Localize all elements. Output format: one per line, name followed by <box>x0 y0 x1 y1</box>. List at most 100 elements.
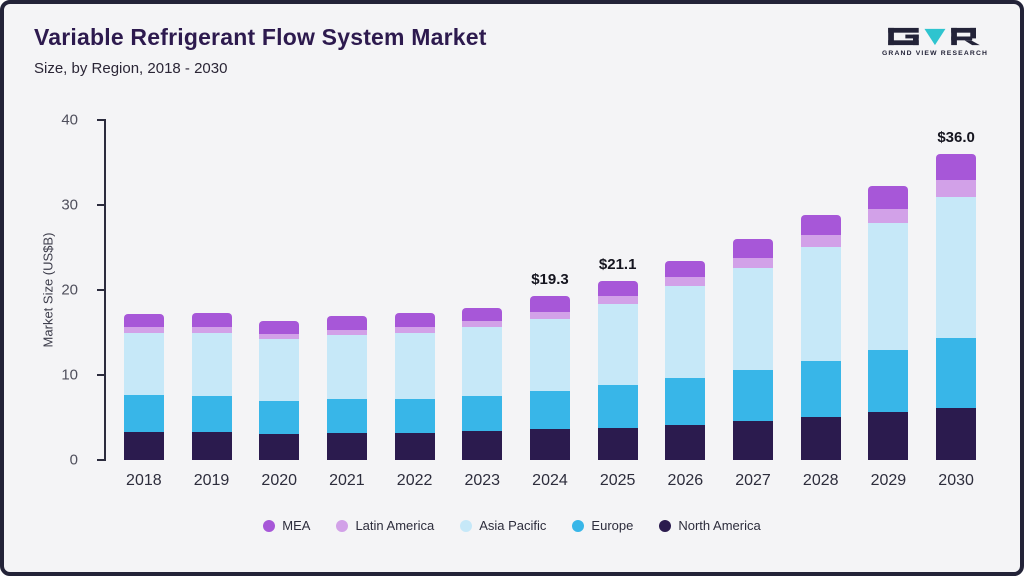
segment-latin-america <box>529 312 570 319</box>
segment-latin-america <box>326 329 367 336</box>
segment-latin-america <box>394 326 435 333</box>
segment-mea <box>259 320 300 335</box>
x-axis-label: 2028 <box>802 472 839 489</box>
segment-north-america <box>733 420 774 460</box>
segment-europe <box>800 360 841 417</box>
segment-mea <box>462 307 503 322</box>
segment-mea <box>394 312 435 327</box>
segment-north-america <box>597 427 638 460</box>
y-tick-mark <box>97 459 106 461</box>
bar-column-2029: 2029 <box>855 120 923 489</box>
legend-item-asia-pacific: Asia Pacific <box>460 518 546 533</box>
legend-label: MEA <box>282 518 311 533</box>
segment-asia-pacific <box>529 318 570 392</box>
segment-asia-pacific <box>800 246 841 361</box>
x-axis-label: 2026 <box>667 472 704 489</box>
segment-mea <box>529 295 570 313</box>
x-axis-label: 2019 <box>193 472 230 489</box>
segment-europe <box>259 400 300 434</box>
bar-column-2030: $36.0 2030 <box>922 120 990 489</box>
bar-stack <box>936 154 977 460</box>
bar-column-2023: 2023 <box>448 120 516 489</box>
legend-item-north-america: North America <box>659 518 761 533</box>
y-tick-mark <box>97 374 106 376</box>
segment-latin-america <box>123 327 164 333</box>
bar-stack <box>394 312 435 460</box>
bar-stack <box>259 320 300 460</box>
segment-north-america <box>123 431 164 460</box>
segment-asia-pacific <box>868 222 909 350</box>
x-axis-label: 2029 <box>870 472 907 489</box>
data-label: $36.0 <box>937 129 975 146</box>
bar-column-2024: $19.3 2024 <box>516 120 584 489</box>
segment-asia-pacific <box>123 332 164 396</box>
bar-stack <box>326 316 367 460</box>
segment-asia-pacific <box>259 339 300 401</box>
legend-label: North America <box>678 518 761 533</box>
segment-asia-pacific <box>665 285 706 379</box>
segment-north-america <box>462 431 503 460</box>
segment-europe <box>936 337 977 409</box>
segment-latin-america <box>191 327 232 333</box>
y-tick-label: 40 <box>61 111 78 129</box>
chart-legend: MEA Latin America Asia Pacific Europe North … <box>4 518 1020 533</box>
segment-asia-pacific <box>936 196 977 338</box>
x-axis-label: 2027 <box>735 472 771 489</box>
y-tick-mark <box>97 204 106 206</box>
segment-asia-pacific <box>191 332 232 397</box>
segment-europe <box>462 396 503 432</box>
bar-column-2027: 2027 <box>719 120 787 489</box>
bar-stack <box>597 280 638 460</box>
chart-subtitle: Size, by Region, 2018 - 2030 <box>34 60 228 77</box>
segment-mea <box>665 261 706 278</box>
legend-swatch <box>572 519 585 532</box>
segment-latin-america <box>665 277 706 286</box>
x-axis-label: 2030 <box>938 472 974 489</box>
legend-swatch <box>460 519 473 532</box>
segment-asia-pacific <box>394 332 435 399</box>
segment-latin-america <box>597 295 638 304</box>
legend-swatch <box>336 519 349 532</box>
bar-column-2020: 2020 <box>245 120 313 489</box>
legend-item-mea: MEA <box>263 518 310 533</box>
segment-north-america <box>936 408 977 460</box>
segment-latin-america <box>733 257 774 268</box>
segment-mea <box>597 280 638 296</box>
bar-column-2019: 2019 <box>178 120 246 489</box>
bar-column-2021: 2021 <box>313 120 381 489</box>
segment-europe <box>326 398 367 433</box>
data-label: $21.1 <box>598 255 637 273</box>
segment-latin-america <box>800 234 841 247</box>
y-tick-mark <box>97 289 106 291</box>
x-axis-label: 2021 <box>329 472 365 489</box>
y-tick-mark <box>97 119 106 121</box>
x-axis-label: 2022 <box>396 472 433 489</box>
bar-stack <box>191 312 232 460</box>
legend-label: Europe <box>591 518 634 533</box>
bars-container: 2018 2019 2020 2021 2022 2023 $19.3 2024 $21.1 20… <box>106 120 994 489</box>
y-tick-label: 10 <box>61 366 78 384</box>
segment-mea <box>800 215 841 235</box>
segment-asia-pacific <box>326 335 367 399</box>
bar-stack <box>462 307 503 460</box>
legend-item-latin-america: Latin America <box>336 518 434 533</box>
segment-latin-america <box>868 209 909 223</box>
data-label: $19.3 <box>531 270 569 288</box>
segment-asia-pacific <box>597 303 638 386</box>
segment-mea <box>868 186 909 210</box>
segment-north-america <box>191 431 232 460</box>
segment-mea <box>733 239 774 258</box>
bar-stack <box>733 239 774 460</box>
segment-europe <box>665 378 706 426</box>
y-tick-label: 0 <box>69 451 78 469</box>
y-tick-label: 30 <box>61 196 78 214</box>
bar-column-2028: 2028 <box>787 120 855 489</box>
segment-latin-america <box>259 334 300 340</box>
segment-europe <box>394 398 435 433</box>
segment-north-america <box>259 433 300 460</box>
segment-latin-america <box>462 321 503 328</box>
segment-north-america <box>529 429 570 460</box>
x-axis-label: 2025 <box>599 472 636 489</box>
legend-swatch <box>659 519 672 532</box>
